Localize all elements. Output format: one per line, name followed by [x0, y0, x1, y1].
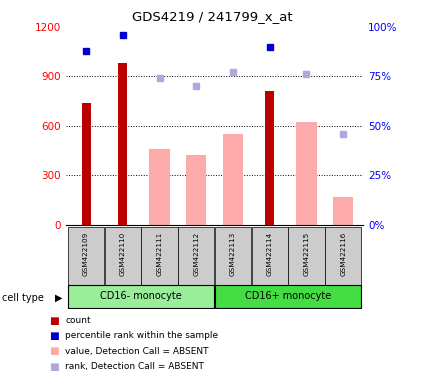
Bar: [325, 227, 361, 286]
Bar: [252, 227, 288, 286]
Bar: [178, 227, 215, 286]
Bar: [142, 227, 178, 286]
Bar: [333, 197, 353, 225]
Text: value, Detection Call = ABSENT: value, Detection Call = ABSENT: [65, 347, 209, 356]
Bar: [288, 227, 325, 286]
Text: GSM422111: GSM422111: [156, 231, 162, 276]
Text: GSM422110: GSM422110: [120, 231, 126, 276]
Text: GDS4219 / 241799_x_at: GDS4219 / 241799_x_at: [132, 10, 293, 23]
Text: ■: ■: [49, 362, 59, 372]
Bar: [296, 122, 317, 225]
Text: ■: ■: [49, 316, 59, 326]
Text: GSM422109: GSM422109: [83, 231, 89, 276]
Bar: [82, 103, 91, 225]
Text: CD16- monocyte: CD16- monocyte: [100, 291, 182, 301]
Bar: [215, 285, 361, 308]
Bar: [68, 227, 104, 286]
Text: percentile rank within the sample: percentile rank within the sample: [65, 331, 218, 341]
Text: ▶: ▶: [55, 293, 63, 303]
Text: GSM422112: GSM422112: [193, 231, 199, 276]
Text: count: count: [65, 316, 91, 325]
Text: ■: ■: [49, 331, 59, 341]
Bar: [215, 227, 251, 286]
Text: GSM422114: GSM422114: [267, 231, 273, 276]
Text: cell type: cell type: [2, 293, 44, 303]
Text: GSM422115: GSM422115: [303, 231, 309, 276]
Text: GSM422113: GSM422113: [230, 231, 236, 276]
Text: rank, Detection Call = ABSENT: rank, Detection Call = ABSENT: [65, 362, 204, 371]
Bar: [68, 285, 215, 308]
Bar: [150, 149, 170, 225]
Text: GSM422116: GSM422116: [340, 231, 346, 276]
Bar: [186, 156, 207, 225]
Bar: [105, 227, 141, 286]
Text: CD16+ monocyte: CD16+ monocyte: [245, 291, 331, 301]
Bar: [118, 63, 127, 225]
Text: ■: ■: [49, 346, 59, 356]
Bar: [223, 134, 243, 225]
Bar: [265, 91, 274, 225]
